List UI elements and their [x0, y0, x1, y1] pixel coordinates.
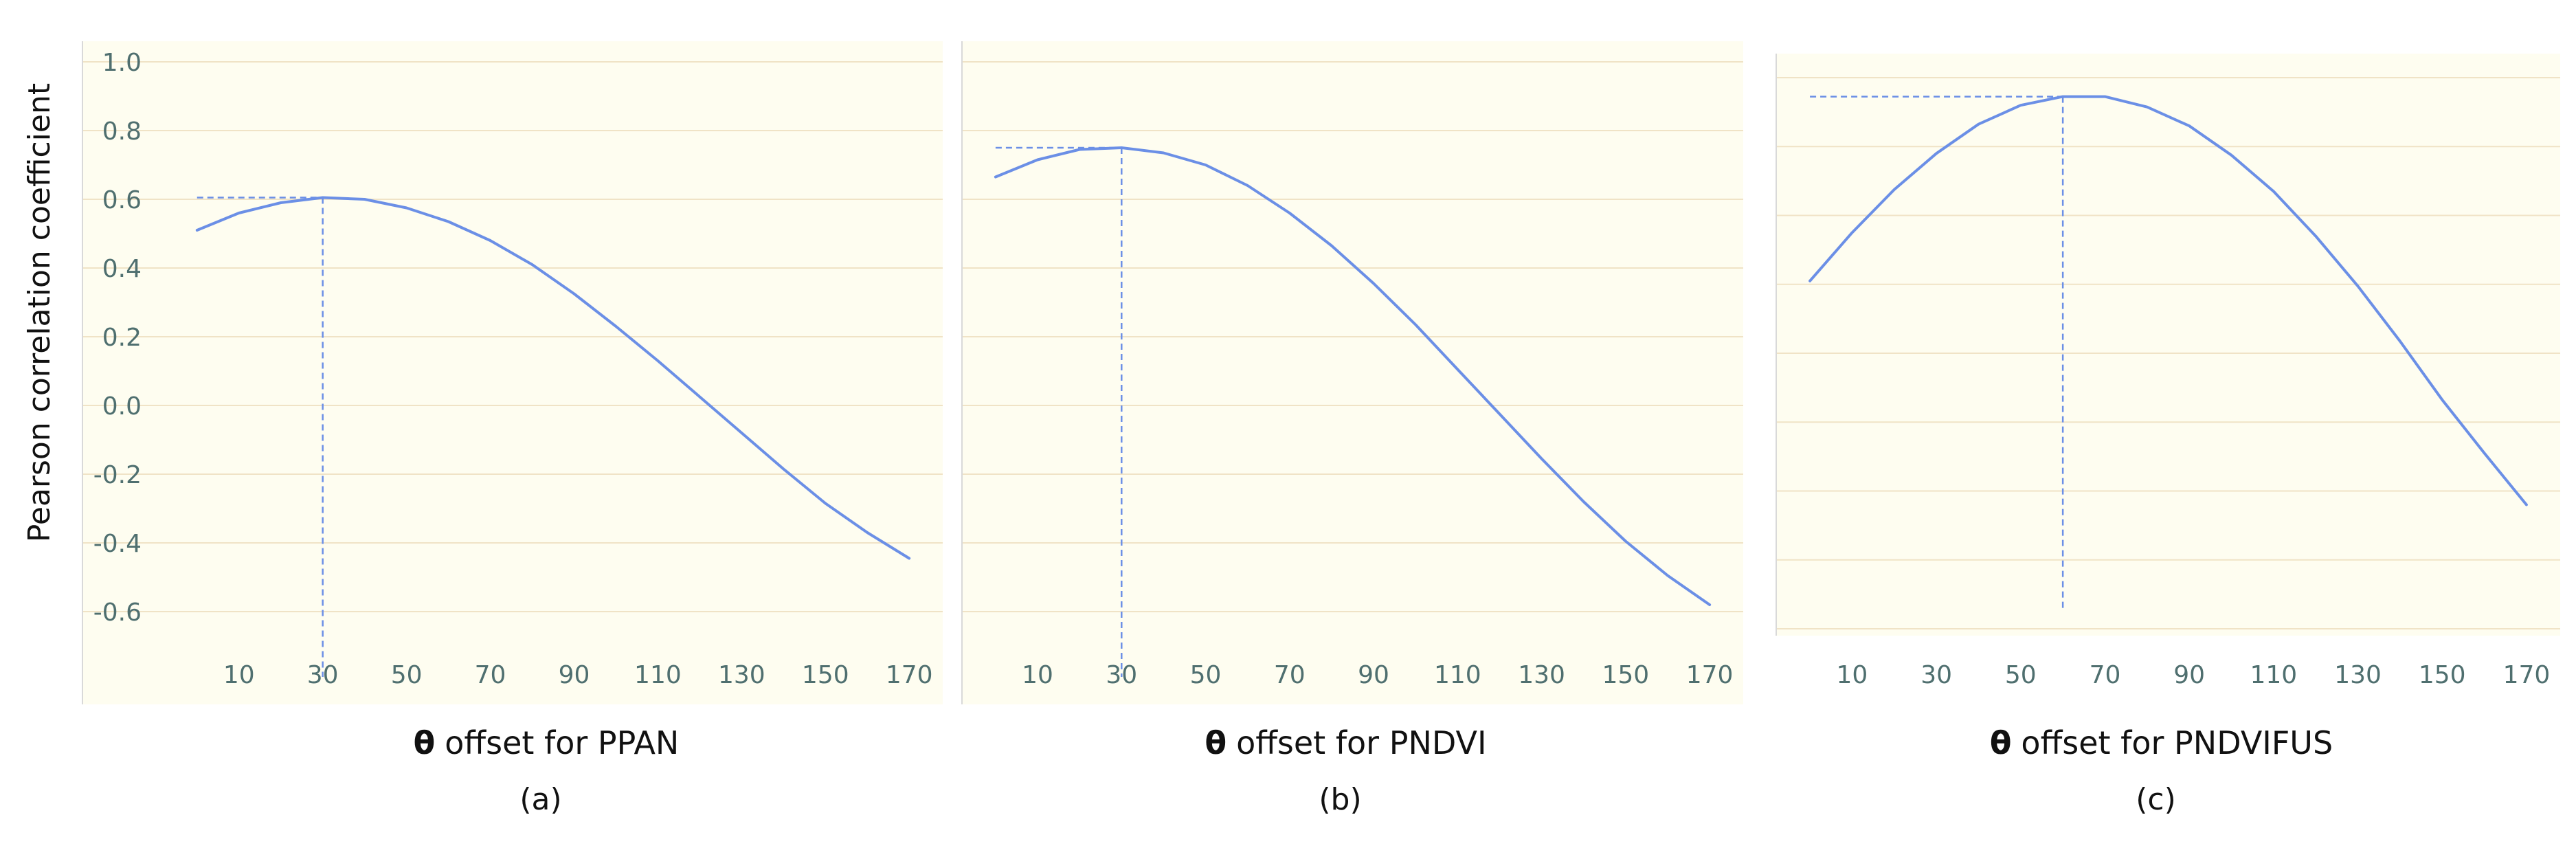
series-line: [994, 146, 1712, 606]
series-line: [195, 196, 911, 560]
y-tick-label: -0.2: [93, 461, 142, 489]
panel-caption: (b): [1319, 782, 1361, 817]
panel-caption: (a): [519, 782, 561, 817]
y-tick-label: 0.6: [102, 186, 142, 214]
y-tick-label: -0.4: [93, 530, 142, 558]
x-tick-label: 150: [2419, 661, 2466, 689]
x-axis-label-text: offset for PPAN: [445, 724, 679, 761]
x-tick-label: 70: [475, 661, 506, 689]
y-tick-label: 1.0: [102, 49, 142, 77]
x-tick-label: 30: [1920, 661, 1952, 689]
x-tick-label: 170: [1686, 661, 1734, 689]
x-axis-label: θ offset for PNDVI: [1205, 724, 1486, 761]
x-axis-label-text: offset for PNDVI: [1236, 724, 1486, 761]
x-tick-label: 110: [634, 661, 682, 689]
y-tick-label: 0.0: [102, 392, 142, 421]
x-tick-label: 70: [2090, 661, 2121, 689]
y-tick-label: 0.4: [102, 255, 142, 283]
plot-area: [1776, 54, 2560, 636]
y-tick-label: 0.2: [102, 324, 142, 352]
x-tick-label: 110: [2250, 661, 2298, 689]
plot-area: [962, 41, 1743, 704]
x-tick-label: 50: [391, 661, 423, 689]
x-tick-label: 10: [1022, 661, 1053, 689]
x-tick-label: 130: [1518, 661, 1565, 689]
x-axis-label-symbol: θ: [414, 724, 436, 761]
x-tick-label: 150: [1602, 661, 1649, 689]
x-tick-label: 90: [1358, 661, 1389, 689]
x-tick-label: 90: [2173, 661, 2205, 689]
y-tick-label: -0.6: [93, 599, 142, 627]
x-tick-label: 170: [886, 661, 933, 689]
chart-panel-1: 1.00.80.60.40.20.0-0.2-0.4-0.610 30 50 70 90…: [82, 41, 943, 817]
plot-area: [82, 41, 943, 704]
x-axis-label-symbol: θ: [1990, 724, 2012, 761]
x-tick-label: 50: [1190, 661, 1222, 689]
series-line: [1808, 95, 2528, 506]
x-tick-label: 10: [223, 661, 255, 689]
x-tick-label: 130: [718, 661, 765, 689]
x-tick-label: 150: [802, 661, 849, 689]
panel-caption: (c): [2136, 782, 2176, 817]
x-tick-label: 90: [559, 661, 590, 689]
x-axis-label: θ offset for PPAN: [414, 724, 680, 761]
x-tick-label: 110: [1434, 661, 1481, 689]
x-axis-label-symbol: θ: [1205, 724, 1227, 761]
x-tick-label: 50: [2005, 661, 2037, 689]
panels: 1.0 0.8 0.6 0.4 0.2 0.0 -0.2 -0.4 -0.6 10 30 50 70 90…: [82, 41, 2560, 817]
y-axis-label: Pearson correlation coefficient: [22, 83, 57, 542]
x-tick-label: 170: [2503, 661, 2551, 689]
x-tick-label: 70: [1274, 661, 1306, 689]
x-axis-label-text: offset for PNDVIFUS: [2021, 724, 2333, 761]
y-tick-label: 0.8: [102, 118, 142, 146]
x-tick-label: 10: [1837, 661, 1868, 689]
x-axis-label: θ offset for PNDVIFUS: [1990, 724, 2333, 761]
chart-panel-3: 10 30 50 70 90 110 130 150 170 θ offset for PNDVIF…: [1776, 54, 2560, 817]
x-tick-label: 130: [2334, 661, 2382, 689]
